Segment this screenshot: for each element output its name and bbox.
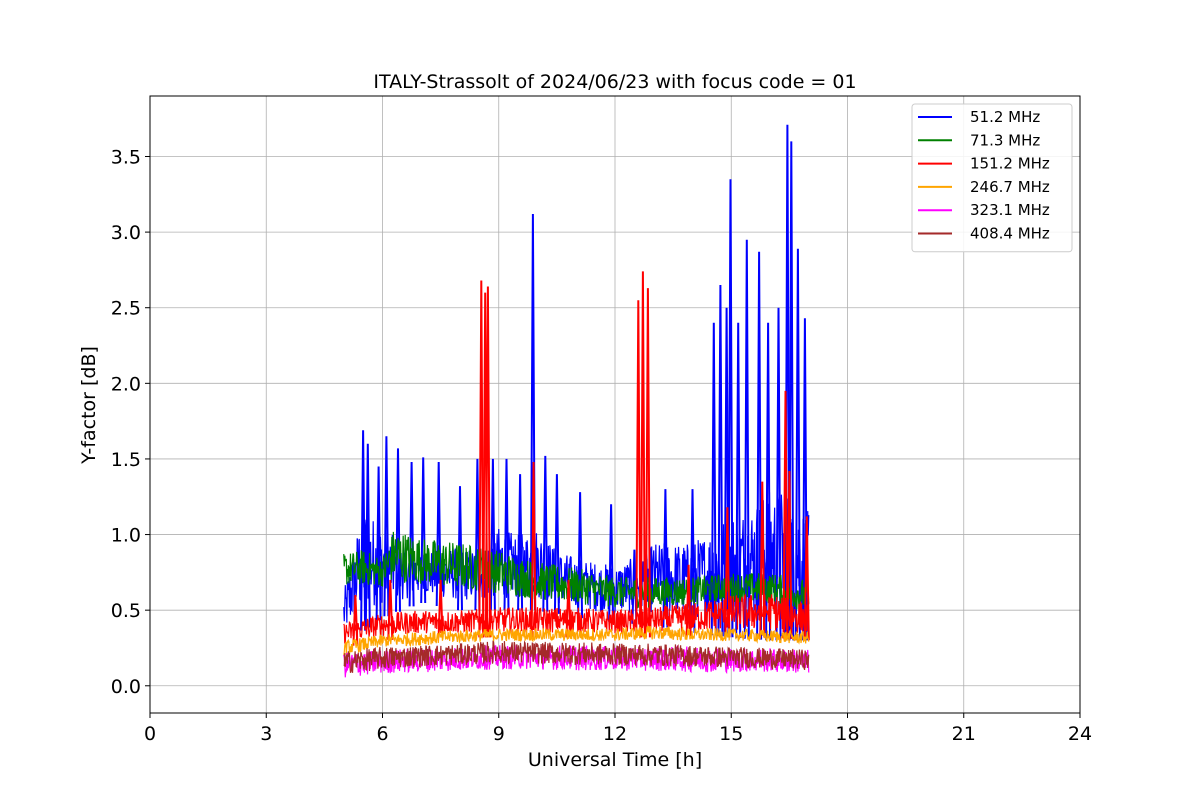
legend-label: 51.2 MHz	[970, 108, 1040, 126]
y-tick-label: 1.0	[111, 525, 141, 547]
series-spike	[375, 466, 382, 621]
series-spike	[364, 443, 371, 628]
x-tick-label: 6	[376, 723, 388, 745]
series-spike	[724, 507, 731, 638]
series-spike	[794, 248, 801, 641]
y-axis-label: Y-factor [dB]	[78, 346, 100, 465]
x-tick-label: 9	[493, 723, 505, 745]
legend-label: 246.7 MHz	[970, 178, 1050, 196]
y-tick-label: 0.5	[111, 600, 141, 622]
x-tick-label: 18	[835, 723, 859, 745]
legend-label: 323.1 MHz	[970, 201, 1050, 219]
y-tick-label: 0.0	[111, 676, 141, 698]
series-line	[343, 625, 810, 656]
series-323-1-mhz	[343, 644, 810, 678]
series-spike	[639, 271, 646, 638]
legend-label: 71.3 MHz	[970, 131, 1040, 149]
y-axis-ticks: 0.0 0.5 1.0 1.5 2.0 2.5 3.0 3.5	[111, 146, 150, 698]
series-spike	[717, 284, 724, 637]
series-spike	[383, 436, 390, 617]
series-spike	[765, 322, 772, 641]
series-spike	[542, 455, 549, 612]
series-spike	[735, 322, 742, 638]
series-spike	[743, 239, 750, 639]
legend-label: 408.4 MHz	[970, 225, 1050, 243]
series-spike	[635, 300, 642, 638]
series-spike	[503, 458, 510, 611]
series-spike	[727, 179, 734, 638]
x-tick-label: 3	[260, 723, 272, 745]
series-line	[343, 531, 810, 610]
series-line	[343, 640, 810, 673]
series-line	[343, 593, 810, 644]
series-spike	[710, 322, 717, 636]
x-axis-ticks: 0 3 6 9 12 15 18 21 24	[144, 713, 1092, 745]
series-spike	[484, 286, 491, 638]
series-spike	[782, 390, 789, 639]
y-tick-label: 1.5	[111, 449, 141, 471]
y-tick-label: 3.0	[111, 222, 141, 244]
y-tick-label: 2.0	[111, 373, 141, 395]
x-tick-label: 12	[603, 723, 627, 745]
x-axis-label: Universal Time [h]	[528, 749, 702, 771]
series-spike	[530, 461, 537, 638]
series-spike	[408, 461, 415, 607]
series-spike	[644, 288, 651, 638]
series-spike	[437, 579, 444, 638]
series-spike	[786, 470, 793, 639]
series-51-2-mhz	[343, 124, 810, 641]
series-408-4-mhz	[343, 640, 810, 673]
x-tick-label: 15	[719, 723, 743, 745]
series-spike	[759, 481, 766, 638]
series-spike	[387, 579, 394, 640]
series-151-2-mhz	[343, 271, 810, 646]
series-spike	[360, 430, 367, 631]
legend: 51.2 MHz 71.3 MHz 151.2 MHz 246.7 MHz 323.1…	[911, 103, 1073, 253]
y-tick-label: 3.5	[111, 146, 141, 168]
series-246-7-mhz	[343, 625, 810, 656]
x-tick-label: 21	[952, 723, 976, 745]
series-spike	[565, 579, 572, 638]
legend-label: 151.2 MHz	[970, 155, 1050, 173]
series-line	[343, 644, 810, 678]
series-spike	[775, 307, 782, 641]
series-spike	[352, 594, 359, 646]
y-tick-label: 2.5	[111, 298, 141, 320]
series-spike	[803, 516, 810, 641]
x-tick-label: 0	[144, 723, 156, 745]
series-spike	[756, 251, 763, 640]
chart-title: ITALY-Strassolt of 2024/06/23 with focus…	[373, 71, 856, 93]
series-spike	[685, 564, 692, 638]
series-71-3-mhz	[343, 531, 810, 610]
x-tick-label: 24	[1068, 723, 1092, 745]
plot-series	[343, 124, 810, 678]
series-spike	[478, 280, 485, 638]
